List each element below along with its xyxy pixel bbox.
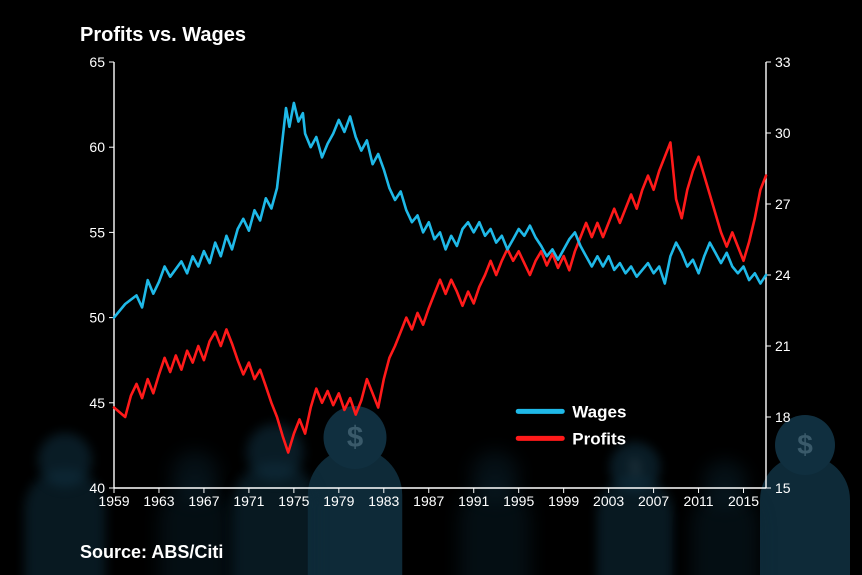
svg-text:30: 30 (775, 125, 791, 141)
svg-text:1995: 1995 (503, 493, 534, 509)
svg-text:1991: 1991 (458, 493, 489, 509)
profits-line (114, 143, 766, 453)
svg-text:1971: 1971 (233, 493, 264, 509)
svg-text:27: 27 (775, 196, 791, 212)
svg-text:65: 65 (89, 56, 105, 70)
svg-text:2003: 2003 (593, 493, 624, 509)
svg-text:1999: 1999 (548, 493, 579, 509)
svg-text:2007: 2007 (638, 493, 669, 509)
chart-area: 1959196319671971197519791983198719911995… (80, 56, 800, 516)
svg-text:24: 24 (775, 267, 791, 283)
svg-text:33: 33 (775, 56, 791, 70)
wages-line (114, 103, 766, 318)
svg-text:60: 60 (89, 139, 105, 155)
svg-text:1979: 1979 (323, 493, 354, 509)
svg-text:1967: 1967 (188, 493, 219, 509)
legend-label-wages: Wages (572, 402, 626, 421)
svg-text:1975: 1975 (278, 493, 309, 509)
svg-text:1983: 1983 (368, 493, 399, 509)
svg-text:45: 45 (89, 395, 105, 411)
svg-text:18: 18 (775, 409, 791, 425)
source-label: Source: ABS/Citi (80, 542, 223, 563)
svg-text:2011: 2011 (683, 493, 713, 509)
series-group (114, 103, 766, 453)
legend-label-profits: Profits (572, 429, 626, 448)
svg-text:2015: 2015 (728, 493, 759, 509)
svg-text:21: 21 (775, 338, 791, 354)
chart-title: Profits vs. Wages (80, 24, 246, 47)
line-chart-svg: 1959196319671971197519791983198719911995… (80, 56, 800, 516)
svg-text:55: 55 (89, 224, 105, 240)
legend: Wages Profits (518, 402, 626, 448)
svg-text:1987: 1987 (413, 493, 444, 509)
svg-text:50: 50 (89, 310, 105, 326)
svg-text:1963: 1963 (143, 493, 174, 509)
svg-text:40: 40 (89, 480, 105, 496)
svg-text:15: 15 (775, 480, 791, 496)
